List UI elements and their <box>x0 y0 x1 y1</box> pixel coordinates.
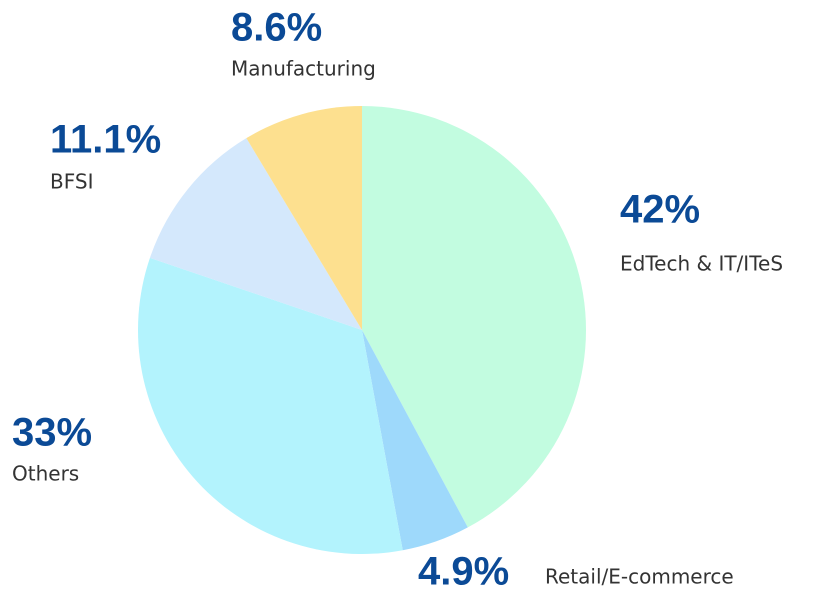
category-label: Manufacturing <box>231 57 376 81</box>
pie-slice <box>246 106 362 330</box>
value-label: 42% <box>620 188 700 232</box>
category-label: EdTech & IT/ITeS <box>620 252 783 276</box>
value-label: 33% <box>12 411 92 455</box>
category-label: Retail/E-commerce <box>545 565 734 589</box>
value-label: 8.6% <box>231 6 322 50</box>
category-label: BFSI <box>50 170 93 194</box>
value-label: 4.9% <box>418 550 509 592</box>
pie-slice <box>362 330 468 551</box>
pie-slice <box>362 106 587 528</box>
pie-slice <box>138 257 403 554</box>
pie-slice <box>149 138 362 330</box>
value-label: 11.1% <box>50 118 161 162</box>
category-label: Others <box>12 462 79 486</box>
